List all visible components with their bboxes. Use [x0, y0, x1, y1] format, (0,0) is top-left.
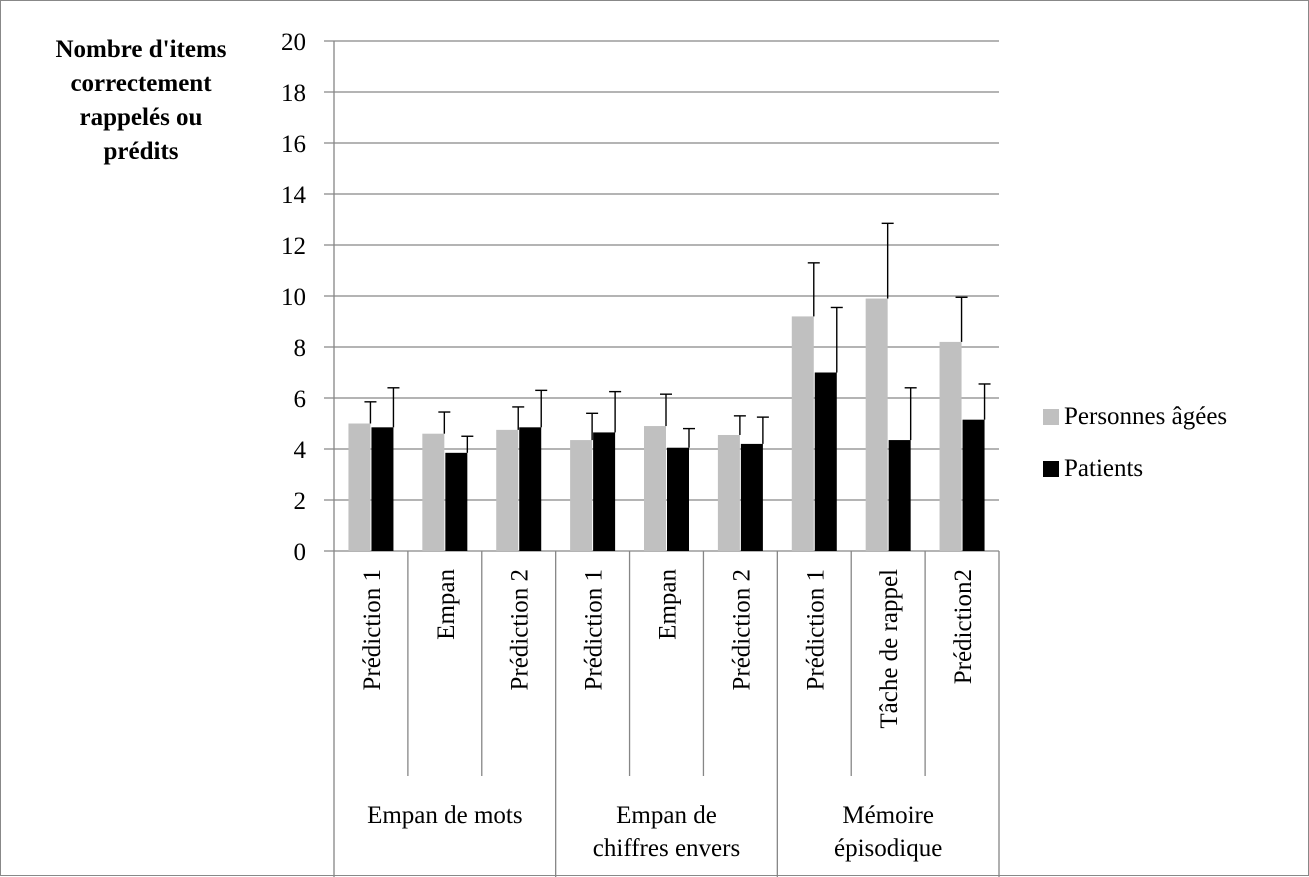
x-category-label: Empan: [655, 569, 682, 640]
x-group-label: épisodique: [834, 835, 942, 862]
legend-label: Patients: [1064, 455, 1143, 482]
y-tick-label: 2: [294, 488, 307, 515]
bar-personnes-agees: [865, 298, 888, 551]
x-category-label: Prédiction 2: [728, 569, 755, 691]
y-tick-label: 12: [281, 233, 306, 260]
bar-personnes-agees: [939, 341, 962, 551]
bar-patients: [445, 452, 468, 551]
x-group-label: chiffres envers: [593, 835, 740, 862]
y-tick-label: 4: [294, 437, 307, 464]
x-group-label: Empan de mots: [367, 802, 523, 829]
bar-personnes-agees: [422, 433, 445, 551]
bar-personnes-agees: [570, 440, 593, 551]
bar-patients: [962, 419, 985, 551]
x-category-label: Prédiction 2: [507, 569, 534, 691]
x-category-label: Empan: [433, 569, 460, 640]
y-tick-label: 8: [294, 335, 307, 362]
y-axis-label-line: correctement: [70, 70, 212, 97]
y-axis-label-line: Nombre d'items: [55, 36, 226, 63]
bar-patients: [519, 427, 542, 551]
bar-patients: [593, 432, 616, 551]
y-tick-label: 6: [294, 386, 307, 413]
x-group-label: Mémoire: [842, 802, 934, 829]
y-axis-label-line: prédits: [104, 138, 179, 165]
legend-swatch: [1043, 461, 1059, 477]
bar-patients: [740, 443, 763, 551]
bar-personnes-agees: [644, 426, 666, 551]
x-category-label: Prédiction 1: [359, 569, 386, 691]
x-category-label: Prédiction 1: [581, 569, 608, 691]
x-group-label: Empan de: [616, 802, 717, 829]
y-tick-label: 18: [281, 80, 306, 107]
bar-personnes-agees: [791, 316, 814, 551]
legend-swatch: [1043, 409, 1059, 425]
bar-patients: [814, 372, 837, 551]
x-category-label: Prédiction 1: [802, 569, 829, 691]
x-category-label: Tâche de rappel: [876, 569, 903, 729]
y-tick-label: 16: [281, 131, 306, 158]
bar-personnes-agees: [717, 434, 740, 551]
bar-patients: [888, 440, 911, 551]
y-tick-label: 20: [281, 29, 306, 56]
legend-label: Personnes âgées: [1064, 403, 1227, 430]
bar-patients: [667, 447, 689, 551]
y-tick-label: 14: [281, 182, 307, 209]
bar-personnes-agees: [496, 429, 519, 551]
bar-personnes-agees: [348, 423, 371, 551]
bar-patients: [371, 427, 394, 551]
x-category-label: Prédiction2: [950, 569, 977, 684]
y-axis-label-line: rappelés ou: [80, 104, 203, 131]
y-tick-label: 0: [294, 539, 307, 566]
y-tick-label: 10: [281, 284, 306, 311]
